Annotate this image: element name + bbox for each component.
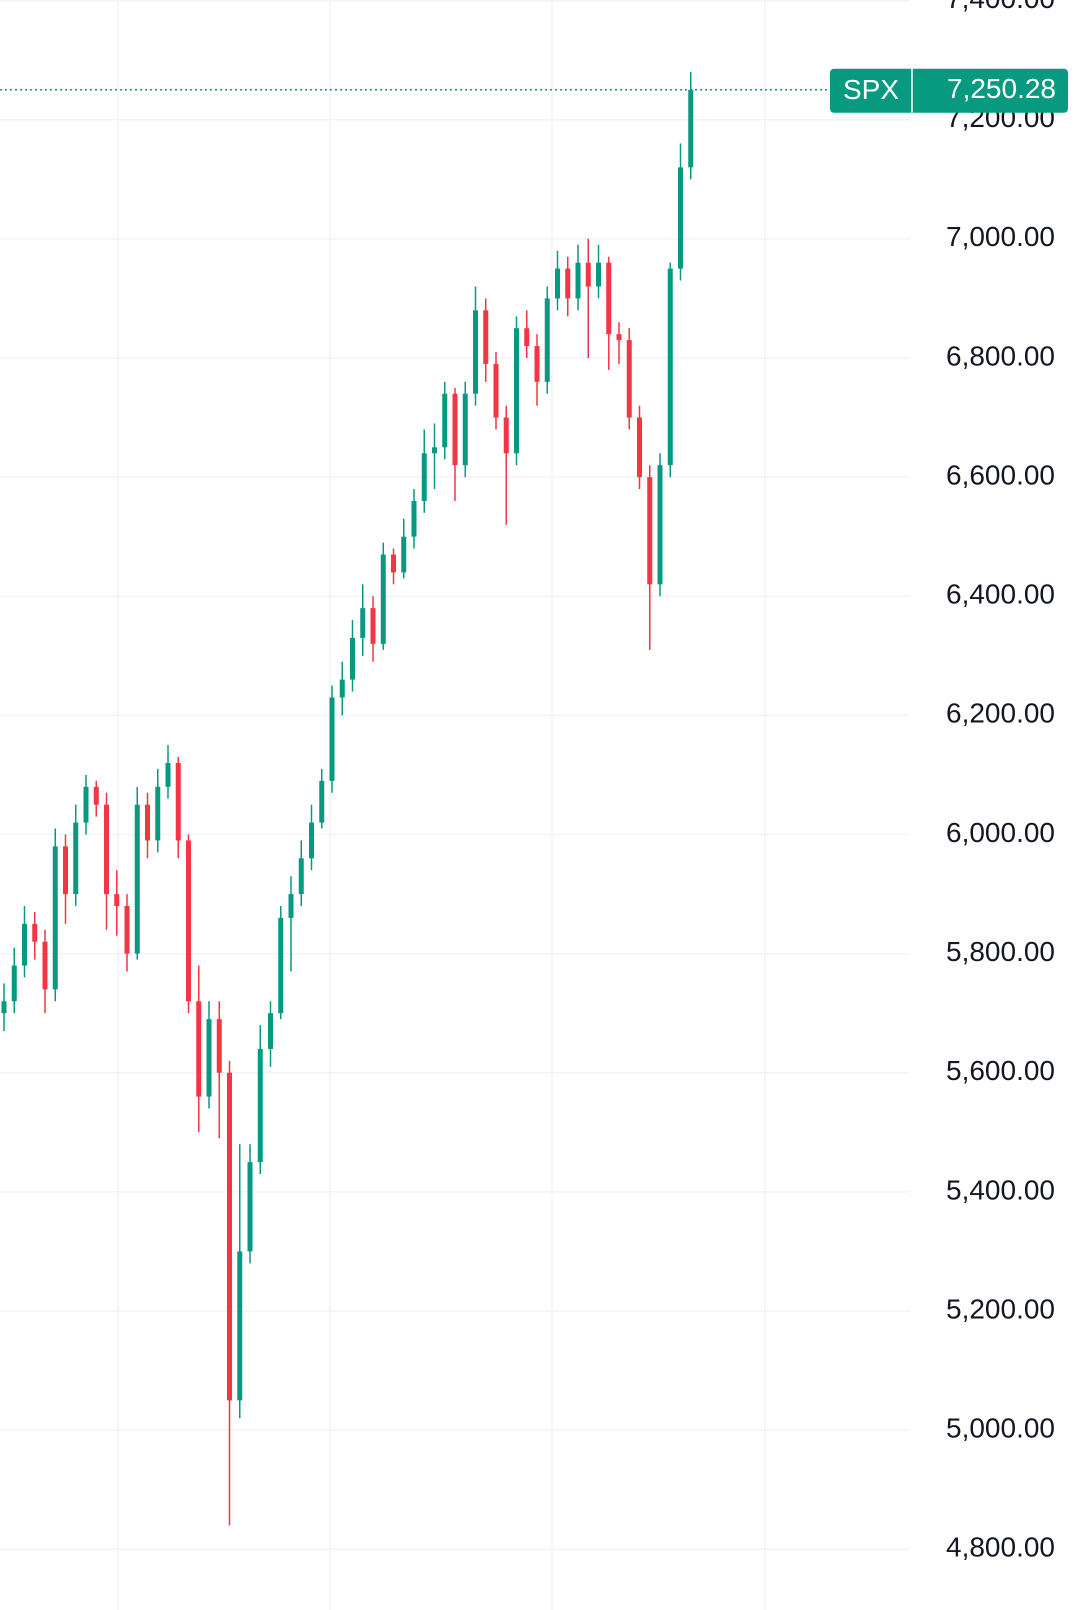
candle-body [524,328,530,347]
candle-body [555,268,560,299]
candle-body [637,417,642,478]
candle-body [11,965,17,1002]
candle-body [186,840,191,1002]
y-tick-label: 7,400.00 [946,0,1055,14]
candle-body [83,786,89,823]
candle-body [196,1001,202,1097]
candle-body [319,780,325,823]
candle-body [288,894,294,918]
candle-body [268,1013,273,1049]
candle-body [626,340,632,418]
candle-body [421,453,427,501]
candle-body [350,637,355,680]
candle-body [104,804,109,895]
candle-body [411,500,417,537]
candle-body [134,804,140,954]
candle-body [514,328,519,454]
candle-body [565,268,571,299]
candle-body [544,298,550,382]
candle-body [360,608,366,638]
y-tick-label: 5,000.00 [946,1413,1055,1444]
candle-body [22,923,27,966]
candle-body [93,786,99,805]
candle-body [237,1251,243,1401]
candle-body [462,393,468,466]
candle-body [657,465,663,585]
candle-body [370,608,376,644]
candle-body [473,310,478,394]
candle-body [678,167,683,269]
candle-body [278,917,284,1014]
candle-body [503,417,509,454]
candle-body [114,894,120,906]
candle-body [73,822,79,895]
candle-body [534,346,540,382]
candle-body [63,846,68,895]
candle-body [452,393,458,466]
candle-body [165,763,171,787]
candle-body [329,697,335,781]
y-tick-label: 6,200.00 [946,698,1055,729]
candle-body [442,393,448,448]
candle-body [616,334,622,341]
candle-body [32,923,38,942]
candle-body [206,1019,212,1097]
y-tick-label: 6,000.00 [946,817,1055,848]
y-tick-label: 5,200.00 [946,1293,1055,1324]
candle-body [175,763,181,841]
y-tick-label: 7,000.00 [946,221,1055,252]
candle-body [124,905,130,954]
y-tick-label: 5,400.00 [946,1174,1055,1205]
price-label: 7,250.28 [947,73,1056,104]
candle-body [606,262,612,335]
candle-body [257,1048,263,1163]
candle-body [575,262,581,299]
candle-body [227,1072,232,1401]
symbol-label: SPX [843,74,899,105]
y-tick-label: 5,600.00 [946,1055,1055,1086]
y-tick-label: 5,800.00 [946,936,1055,967]
candle-body [216,1019,222,1073]
time-grid [117,0,766,1610]
candle-body [309,822,314,859]
candle-body [42,941,48,990]
candle-body [688,89,694,168]
y-tick-label: 6,400.00 [946,579,1055,610]
candle-body [391,554,396,573]
candle-body [596,262,601,287]
candle-body [647,477,653,585]
candle-body [339,679,345,698]
candle-body [155,786,161,841]
candle-body [298,858,304,895]
price-badge [830,68,1068,113]
candle-body [432,447,437,454]
candle-body [380,554,386,644]
candle-body [667,268,673,466]
candle-body [493,363,499,418]
y-tick-label: 4,800.00 [946,1532,1055,1563]
candle-body [401,536,407,573]
y-tick-label: 6,800.00 [946,340,1055,371]
candle-body [145,804,150,841]
candle-body [585,262,591,287]
candle-body [1,1001,7,1014]
candle-body [247,1162,253,1252]
candle-body [483,310,489,364]
y-tick-label: 6,600.00 [946,459,1055,490]
candle-body [52,846,58,990]
